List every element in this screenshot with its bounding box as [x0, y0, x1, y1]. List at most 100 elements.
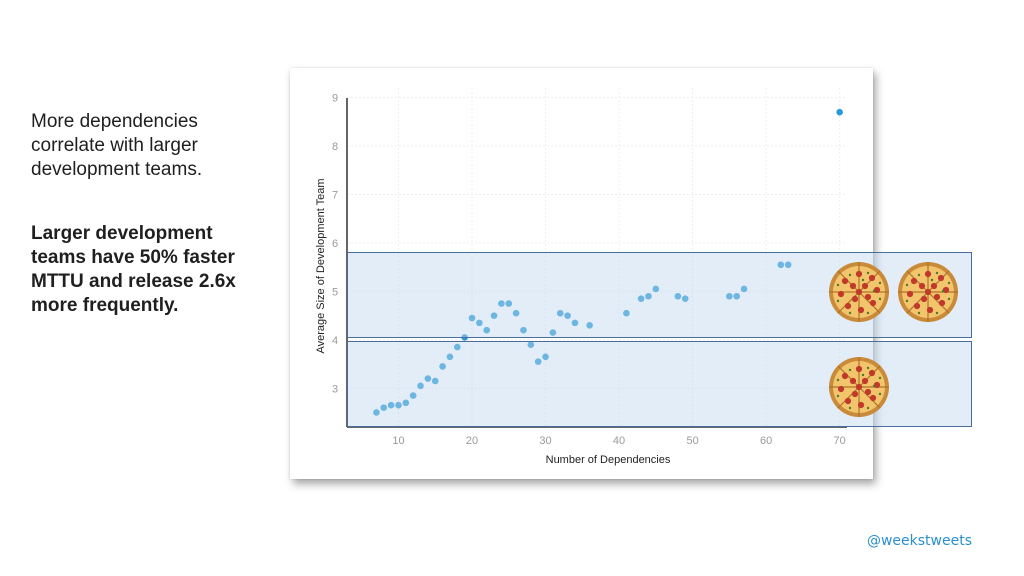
herb	[878, 281, 882, 285]
data-point	[726, 292, 733, 300]
intro-text: More dependencies correlate with larger …	[31, 111, 203, 180]
data-point	[431, 377, 439, 385]
herb	[848, 368, 852, 372]
herb	[872, 384, 876, 388]
pepperoni	[924, 288, 932, 296]
herb	[878, 297, 882, 301]
pepperoni	[913, 302, 921, 310]
pizza-slice-cut	[858, 270, 881, 293]
data-point	[586, 322, 593, 329]
pizza-slice-cut	[858, 291, 881, 314]
herb	[947, 297, 951, 301]
herb	[861, 278, 865, 282]
y-tick-label: 7	[332, 190, 338, 202]
herb	[836, 394, 840, 398]
pizza-slice-cut	[837, 365, 860, 388]
herb	[866, 366, 870, 370]
x-tick-label: 10	[392, 435, 404, 447]
data-point	[556, 309, 564, 317]
pizza-slice-cut	[837, 386, 860, 409]
herb	[878, 376, 882, 380]
y-axis-title: Average Size of Development Team	[315, 178, 327, 353]
pepperoni	[873, 286, 881, 294]
pepperoni	[841, 372, 849, 380]
pepperoni	[930, 282, 938, 290]
pepperoni	[855, 365, 863, 373]
pepperoni	[861, 282, 869, 290]
herb	[917, 273, 921, 277]
data-point	[373, 409, 380, 416]
pepperoni	[864, 293, 872, 301]
data-point	[395, 401, 402, 409]
pizza-slice-cut	[837, 270, 860, 293]
herb	[836, 283, 840, 287]
pepperoni	[849, 377, 857, 385]
pepperoni	[857, 306, 865, 314]
x-tick-label: 50	[686, 435, 698, 447]
herb	[836, 378, 840, 382]
pepperoni	[855, 383, 863, 391]
herb	[861, 373, 865, 377]
data-point	[836, 108, 843, 116]
pizza-slice-cut	[858, 386, 881, 409]
pepperoni	[837, 385, 845, 393]
pizza-icon	[897, 261, 959, 323]
herb	[848, 311, 852, 315]
twitter-handle: @weekstweets	[866, 533, 972, 549]
chart-card: 10 20 30 40 50 60 70 3 4 5 6 7 8 9 Number of Depende…	[290, 68, 873, 479]
herb	[905, 299, 909, 303]
herb	[947, 281, 951, 285]
pizza-icon	[828, 356, 890, 418]
herb	[866, 406, 870, 410]
pepperoni	[851, 390, 859, 398]
data-point	[446, 353, 454, 361]
x-tick-label: 60	[760, 435, 772, 447]
pepperoni	[933, 293, 941, 301]
pepperoni	[861, 377, 869, 385]
pepperoni	[868, 274, 876, 282]
data-point	[740, 285, 748, 293]
pepperoni	[906, 290, 914, 298]
pepperoni	[938, 299, 946, 307]
data-point	[505, 300, 513, 307]
herb	[866, 311, 870, 315]
pepperoni	[873, 381, 881, 389]
y-tick-label: 8	[332, 141, 338, 153]
pepperoni	[837, 290, 845, 298]
x-tick-label: 70	[834, 435, 846, 447]
herb	[917, 311, 921, 315]
x-tick-label: 40	[613, 435, 625, 447]
data-point	[417, 382, 424, 390]
data-point	[520, 326, 527, 334]
data-point	[564, 312, 571, 319]
pepperoni	[937, 274, 945, 282]
pizza-slice-cut	[927, 270, 950, 293]
pepperoni	[868, 369, 876, 377]
pepperoni	[851, 295, 859, 303]
x-tick-labels: 10 20 30 40 50 60 70	[392, 435, 845, 447]
pizza-slice-cut	[927, 291, 950, 314]
pepperoni	[844, 397, 852, 405]
pepperoni	[844, 302, 852, 310]
herb	[935, 271, 939, 275]
data-point	[512, 309, 520, 317]
herb	[848, 273, 852, 277]
pepperoni	[857, 401, 865, 409]
data-point	[424, 375, 432, 382]
pizza-slice-cut	[906, 270, 929, 293]
pepperoni	[864, 388, 872, 396]
y-tick-labels: 3 4 5 6 7 8 9	[332, 93, 338, 396]
data-point	[784, 261, 792, 269]
data-point	[645, 292, 652, 300]
data-point	[777, 261, 785, 269]
data-point	[409, 392, 417, 399]
pepperoni	[869, 394, 877, 402]
data-point	[483, 326, 491, 334]
pepperoni	[926, 306, 934, 314]
data-point	[681, 295, 689, 302]
pepperoni	[855, 288, 863, 296]
data-point	[402, 399, 410, 407]
data-point	[476, 319, 483, 327]
data-point	[534, 358, 542, 365]
pepperoni	[841, 277, 849, 285]
